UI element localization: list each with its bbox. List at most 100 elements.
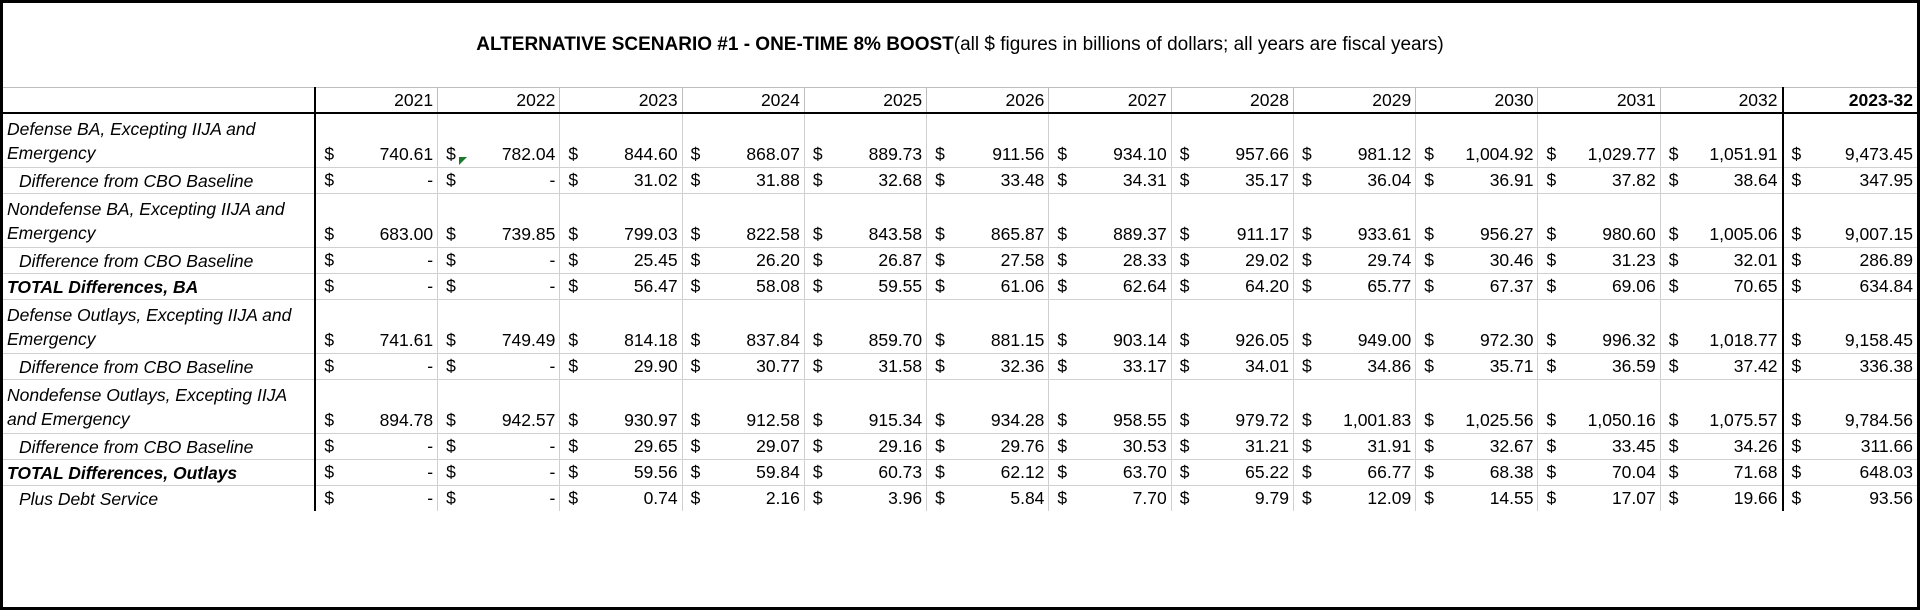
value-cell[interactable]: $822.58 — [681, 193, 805, 248]
row-label[interactable]: Difference from CBO Baseline — [3, 353, 316, 380]
total-cell[interactable]: $634.84 — [1781, 273, 1917, 300]
value-cell[interactable]: $980.60 — [1537, 193, 1661, 248]
value-cell[interactable]: $30.53 — [1048, 433, 1172, 460]
value-cell[interactable]: $979.72 — [1170, 379, 1294, 434]
value-cell[interactable]: $843.58 — [803, 193, 927, 248]
value-cell[interactable]: $33.48 — [926, 167, 1049, 194]
value-cell[interactable]: $814.18 — [559, 299, 683, 354]
value-cell[interactable]: $ - — [314, 247, 438, 274]
value-cell[interactable]: $972.30 — [1415, 299, 1538, 354]
value-cell[interactable]: $956.27 — [1415, 193, 1538, 248]
value-cell[interactable]: $70.04 — [1537, 459, 1661, 486]
total-cell[interactable]: $286.89 — [1781, 247, 1917, 274]
value-cell[interactable]: $930.97 — [559, 379, 683, 434]
value-cell[interactable]: $61.06 — [926, 273, 1049, 300]
value-cell[interactable]: $37.82 — [1537, 167, 1661, 194]
value-cell[interactable]: $2.16 — [681, 485, 805, 511]
value-cell[interactable]: $70.65 — [1659, 273, 1783, 300]
value-cell[interactable]: $26.20 — [681, 247, 805, 274]
value-cell[interactable]: $62.64 — [1048, 273, 1172, 300]
value-cell[interactable]: $33.17 — [1048, 353, 1172, 380]
value-cell[interactable]: $60.73 — [803, 459, 927, 486]
value-cell[interactable]: $14.55 — [1415, 485, 1538, 511]
total-cell[interactable]: $336.38 — [1781, 353, 1917, 380]
value-cell[interactable]: $749.49 — [437, 299, 560, 354]
value-cell[interactable]: $958.55 — [1048, 379, 1172, 434]
value-cell[interactable]: $34.86 — [1292, 353, 1416, 380]
value-cell[interactable]: $981.12 — [1292, 113, 1416, 168]
value-cell[interactable]: $34.31 — [1048, 167, 1172, 194]
value-cell[interactable]: $1,050.16 — [1537, 379, 1661, 434]
value-cell[interactable]: $ - — [437, 459, 560, 486]
value-cell[interactable]: $865.87 — [926, 193, 1049, 248]
value-cell[interactable]: $56.47 — [559, 273, 683, 300]
value-cell[interactable]: $59.55 — [803, 273, 927, 300]
value-cell[interactable]: $33.45 — [1537, 433, 1661, 460]
value-cell[interactable]: $26.87 — [803, 247, 927, 274]
total-cell[interactable]: $9,473.45 — [1781, 113, 1917, 168]
value-cell[interactable]: $881.15 — [926, 299, 1049, 354]
value-cell[interactable]: $ - — [437, 273, 560, 300]
value-cell[interactable]: $683.00 — [314, 193, 438, 248]
value-cell[interactable]: $29.16 — [803, 433, 927, 460]
value-cell[interactable]: $739.85 — [437, 193, 560, 248]
value-cell[interactable]: $1,051.91 — [1659, 113, 1783, 168]
value-cell[interactable]: $996.32 — [1537, 299, 1661, 354]
value-cell[interactable]: $934.10 — [1048, 113, 1172, 168]
value-cell[interactable]: $1,025.56 — [1415, 379, 1538, 434]
value-cell[interactable]: $37.42 — [1659, 353, 1783, 380]
value-cell[interactable]: $957.66 — [1170, 113, 1294, 168]
row-label[interactable]: TOTAL Differences, BA — [3, 273, 316, 300]
value-cell[interactable]: $868.07 — [681, 113, 805, 168]
value-cell[interactable]: $32.68 — [803, 167, 927, 194]
value-cell[interactable]: $3.96 — [803, 485, 927, 511]
value-cell[interactable]: $934.28 — [926, 379, 1049, 434]
value-cell[interactable]: $34.01 — [1170, 353, 1294, 380]
value-cell[interactable]: $949.00 — [1292, 299, 1416, 354]
value-cell[interactable]: $912.58 — [681, 379, 805, 434]
value-cell[interactable]: $65.22 — [1170, 459, 1294, 486]
value-cell[interactable]: $29.65 — [559, 433, 683, 460]
value-cell[interactable]: $67.37 — [1415, 273, 1538, 300]
value-cell[interactable]: $ - — [314, 459, 438, 486]
value-cell[interactable]: $32.67 — [1415, 433, 1538, 460]
value-cell[interactable]: $ - — [314, 273, 438, 300]
value-cell[interactable]: $29.76 — [926, 433, 1049, 460]
value-cell[interactable]: $31.21 — [1170, 433, 1294, 460]
value-cell[interactable]: $ - — [314, 485, 438, 511]
value-cell[interactable]: $12.09 — [1292, 485, 1416, 511]
value-cell[interactable]: $911.56 — [926, 113, 1049, 168]
value-cell[interactable]: $859.70 — [803, 299, 927, 354]
value-cell[interactable]: $911.17 — [1170, 193, 1294, 248]
value-cell[interactable]: $31.58 — [803, 353, 927, 380]
row-label[interactable]: Nondefense BA, Excepting IIJA and Emerge… — [3, 193, 316, 248]
value-cell[interactable]: $71.68 — [1659, 459, 1783, 486]
value-cell[interactable]: $ - — [437, 433, 560, 460]
value-cell[interactable]: $782.04 — [437, 113, 560, 168]
value-cell[interactable]: $740.61 — [314, 113, 438, 168]
value-cell[interactable]: $31.23 — [1537, 247, 1661, 274]
value-cell[interactable]: $25.45 — [559, 247, 683, 274]
value-cell[interactable]: $915.34 — [803, 379, 927, 434]
value-cell[interactable]: $799.03 — [559, 193, 683, 248]
value-cell[interactable]: $64.20 — [1170, 273, 1294, 300]
value-cell[interactable]: $59.56 — [559, 459, 683, 486]
value-cell[interactable]: $1,004.92 — [1415, 113, 1538, 168]
value-cell[interactable]: $ - — [437, 247, 560, 274]
value-cell[interactable]: $29.74 — [1292, 247, 1416, 274]
value-cell[interactable]: $903.14 — [1048, 299, 1172, 354]
total-cell[interactable]: $93.56 — [1781, 485, 1917, 511]
value-cell[interactable]: $29.90 — [559, 353, 683, 380]
value-cell[interactable]: $ - — [314, 167, 438, 194]
value-cell[interactable]: $889.73 — [803, 113, 927, 168]
value-cell[interactable]: $27.58 — [926, 247, 1049, 274]
value-cell[interactable]: $29.02 — [1170, 247, 1294, 274]
value-cell[interactable]: $7.70 — [1048, 485, 1172, 511]
value-cell[interactable]: $ - — [437, 353, 560, 380]
value-cell[interactable]: $1,075.57 — [1659, 379, 1783, 434]
value-cell[interactable]: $69.06 — [1537, 273, 1661, 300]
value-cell[interactable]: $62.12 — [926, 459, 1049, 486]
value-cell[interactable]: $1,029.77 — [1537, 113, 1661, 168]
row-label[interactable]: Nondefense Outlays, Excepting IIJA and E… — [3, 379, 316, 434]
total-cell[interactable]: $9,784.56 — [1781, 379, 1917, 434]
